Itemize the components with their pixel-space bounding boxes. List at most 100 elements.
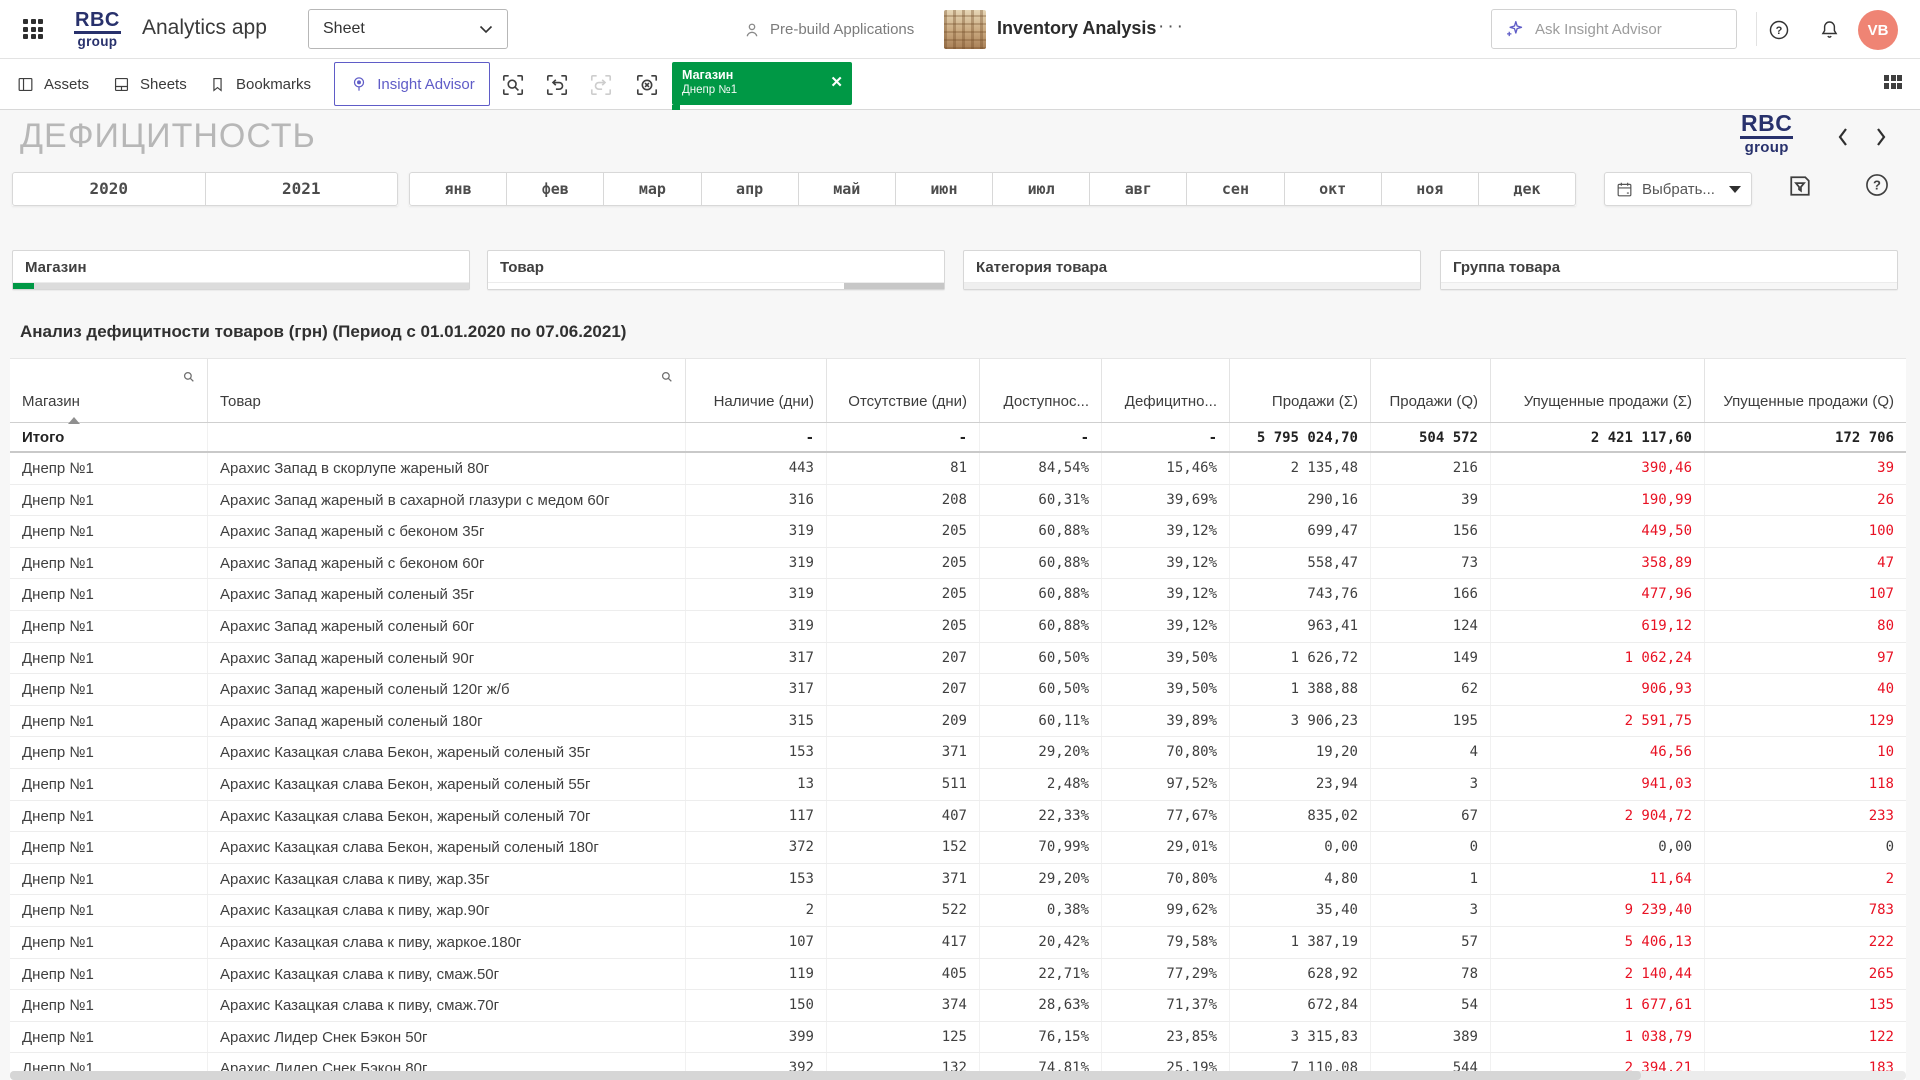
table-cell[interactable]: Днепр №1 <box>10 516 208 547</box>
user-avatar[interactable]: VB <box>1858 10 1898 50</box>
month-button-июл[interactable]: июл <box>992 172 1090 206</box>
table-cell[interactable]: Арахис Запад жареный соленый 180г <box>208 706 686 737</box>
table-cell[interactable]: Днепр №1 <box>10 674 208 705</box>
table-cell[interactable]: Арахис Казацкая слава Бекон, жареный сол… <box>208 769 686 800</box>
close-icon[interactable]: ✕ <box>830 73 843 91</box>
app-thumbnail-warehouse-image[interactable] <box>944 10 986 49</box>
previous-sheet-chevron[interactable] <box>1832 124 1854 150</box>
redo-selection-icon[interactable] <box>588 72 614 98</box>
table-cell[interactable]: Днепр №1 <box>10 990 208 1021</box>
sheet-grid-view-icon[interactable] <box>1884 75 1902 89</box>
table-cell[interactable]: Арахис Лидер Снек Бэкон 50г <box>208 1022 686 1053</box>
column-header-7[interactable]: Продажи (Q) <box>1371 359 1491 422</box>
table-cell[interactable]: Арахис Казацкая слава к пиву, жар.35г <box>208 864 686 895</box>
scrollbar-thumb[interactable] <box>10 1071 1641 1080</box>
table-cell[interactable]: Днепр №1 <box>10 643 208 674</box>
year-button-2020[interactable]: 2020 <box>12 172 206 206</box>
table-cell[interactable]: Арахис Казацкая слава к пиву, смаж.50г <box>208 959 686 990</box>
table-cell[interactable]: Арахис Запад жареный с беконом 60г <box>208 548 686 579</box>
month-button-мар[interactable]: мар <box>603 172 701 206</box>
month-button-янв[interactable]: янв <box>409 172 507 206</box>
month-button-авг[interactable]: авг <box>1089 172 1187 206</box>
filter-box-1[interactable]: Товар <box>487 250 945 290</box>
table-cell[interactable]: Арахис Запад жареный соленый 120г ж/б <box>208 674 686 705</box>
notifications-bell-icon[interactable] <box>1818 18 1841 41</box>
month-button-ноя[interactable]: ноя <box>1381 172 1479 206</box>
filter-box-2[interactable]: Категория товара <box>963 250 1421 290</box>
table-cell[interactable]: Арахис Запад жареный соленый 35г <box>208 579 686 610</box>
column-header-8[interactable]: Упущенные продажи (Σ) <box>1491 359 1705 422</box>
horizontal-scrollbar[interactable] <box>10 1071 1906 1080</box>
table-cell[interactable]: Днепр №1 <box>10 548 208 579</box>
clear-selections-icon[interactable] <box>634 72 660 98</box>
breadcrumb-prebuild-applications[interactable]: Pre-build Applications <box>742 0 914 59</box>
undo-selection-icon[interactable] <box>544 72 570 98</box>
table-cell[interactable]: Арахис Казацкая слава к пиву, жаркое.180… <box>208 927 686 958</box>
ask-insight-advisor-box[interactable] <box>1491 9 1737 49</box>
table-cell: 29,20% <box>980 864 1102 895</box>
column-header-6[interactable]: Продажи (Σ) <box>1230 359 1371 422</box>
next-sheet-chevron[interactable] <box>1870 124 1892 150</box>
table-cell[interactable]: Арахис Казацкая слава к пиву, смаж.70г <box>208 990 686 1021</box>
year-button-2021[interactable]: 2021 <box>205 172 399 206</box>
table-cell[interactable]: Днепр №1 <box>10 959 208 990</box>
table-cell[interactable]: Днепр №1 <box>10 769 208 800</box>
table-cell[interactable]: Арахис Запад в скорлупе жареный 80г <box>208 453 686 484</box>
table-cell[interactable]: Днепр №1 <box>10 864 208 895</box>
table-cell[interactable]: Арахис Запад жареный соленый 90г <box>208 643 686 674</box>
app-launcher-icon[interactable] <box>23 19 43 39</box>
table-cell[interactable]: Арахис Казацкая слава Бекон, жареный сол… <box>208 737 686 768</box>
column-header-3[interactable]: Отсутствие (дни) <box>827 359 980 422</box>
table-cell[interactable]: Арахис Казацкая слава Бекон, жареный сол… <box>208 801 686 832</box>
table-cell: 407 <box>827 801 980 832</box>
table-cell[interactable]: Днепр №1 <box>10 611 208 642</box>
search-icon[interactable] <box>658 368 676 386</box>
table-cell[interactable]: Днепр №1 <box>10 453 208 484</box>
insight-advisor-button[interactable]: Insight Advisor <box>334 62 490 106</box>
month-button-сен[interactable]: сен <box>1186 172 1284 206</box>
filter-state-bar <box>1441 282 1897 289</box>
column-header-1[interactable]: Товар <box>208 359 686 422</box>
table-cell[interactable]: Днепр №1 <box>10 832 208 863</box>
ask-insight-input[interactable] <box>1535 21 1705 38</box>
column-header-2[interactable]: Наличие (дни) <box>686 359 827 422</box>
search-icon[interactable] <box>180 368 198 386</box>
table-cell[interactable]: Днепр №1 <box>10 801 208 832</box>
sheet-selector-dropdown[interactable]: Sheet <box>308 9 508 49</box>
more-options-icon[interactable]: ··· <box>1158 16 1186 38</box>
sheet-help-icon[interactable]: ? <box>1864 172 1892 200</box>
date-picker-label: Выбрать... <box>1642 181 1715 198</box>
table-cell[interactable]: Днепр №1 <box>10 579 208 610</box>
table-cell[interactable]: Днепр №1 <box>10 485 208 516</box>
tab-bookmarks[interactable]: Bookmarks <box>208 59 311 109</box>
tab-assets[interactable]: Assets <box>16 59 89 109</box>
table-cell[interactable]: Арахис Запад жареный с беконом 35г <box>208 516 686 547</box>
column-header-9[interactable]: Упущенные продажи (Q) <box>1705 359 1906 422</box>
help-icon[interactable]: ? <box>1768 19 1790 41</box>
selection-chip-magazin[interactable]: Магазин Днепр №1 ✕ <box>672 62 852 105</box>
month-button-фев[interactable]: фев <box>506 172 604 206</box>
column-header-0[interactable]: Магазин <box>10 359 208 422</box>
table-cell[interactable]: Днепр №1 <box>10 737 208 768</box>
date-picker-button[interactable]: Выбрать... <box>1604 172 1752 206</box>
selections-tool-icon[interactable] <box>1786 172 1814 200</box>
table-cell[interactable]: Арахис Запад жареный соленый 60г <box>208 611 686 642</box>
filter-box-3[interactable]: Группа товара <box>1440 250 1898 290</box>
table-cell[interactable]: Днепр №1 <box>10 706 208 737</box>
search-selections-icon[interactable] <box>500 72 526 98</box>
table-cell[interactable]: Днепр №1 <box>10 1022 208 1053</box>
column-header-4[interactable]: Доступнос... <box>980 359 1102 422</box>
table-cell[interactable]: Арахис Казацкая слава Бекон, жареный сол… <box>208 832 686 863</box>
table-cell[interactable]: Днепр №1 <box>10 895 208 926</box>
month-button-дек[interactable]: дек <box>1478 172 1576 206</box>
table-cell[interactable]: Арахис Запад жареный в сахарной глазури … <box>208 485 686 516</box>
filter-box-0[interactable]: Магазин <box>12 250 470 290</box>
month-button-апр[interactable]: апр <box>701 172 799 206</box>
month-button-май[interactable]: май <box>798 172 896 206</box>
tab-sheets[interactable]: Sheets <box>112 59 187 109</box>
table-cell[interactable]: Арахис Казацкая слава к пиву, жар.90г <box>208 895 686 926</box>
column-header-5[interactable]: Дефицитно... <box>1102 359 1230 422</box>
table-cell[interactable]: Днепр №1 <box>10 927 208 958</box>
month-button-июн[interactable]: июн <box>895 172 993 206</box>
month-button-окт[interactable]: окт <box>1284 172 1382 206</box>
